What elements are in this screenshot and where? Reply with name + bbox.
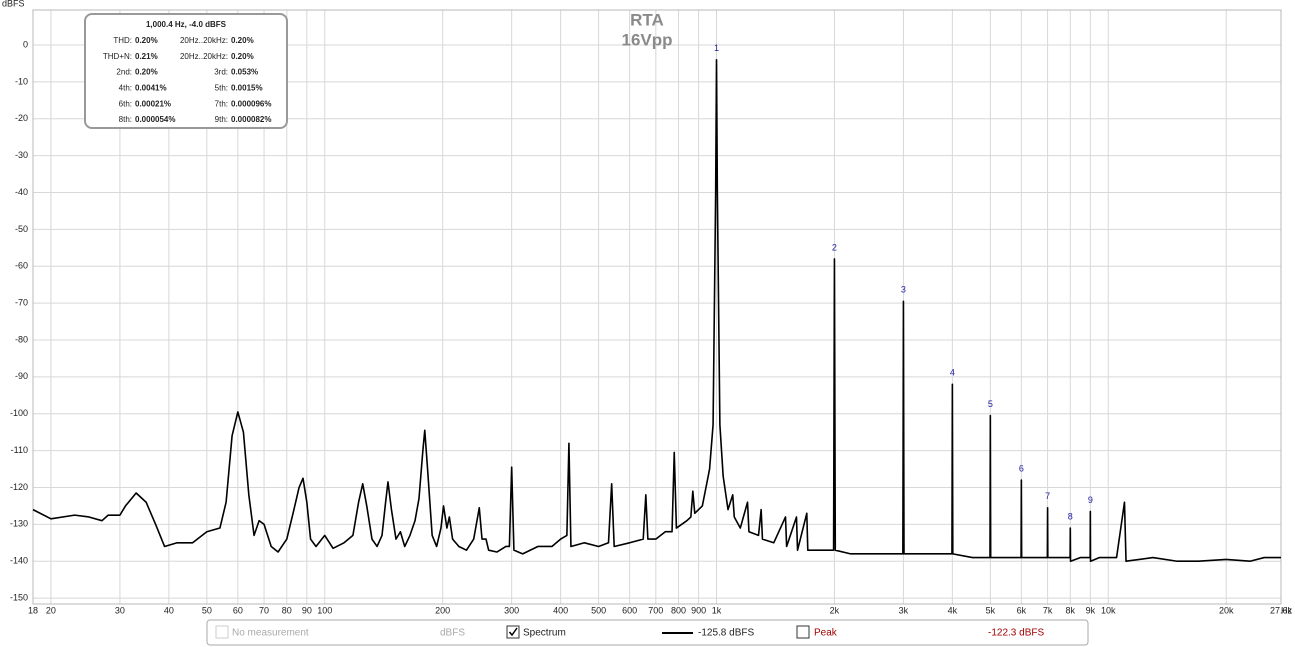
legend-box: [206, 619, 1089, 646]
y-tick-label: -90: [15, 371, 28, 381]
summary-label: 7th:: [215, 99, 228, 108]
summary-value: 0.21%: [135, 52, 158, 61]
spectrum-checkbox[interactable]: [506, 625, 520, 639]
spectrum-line: [32, 58, 1281, 563]
x-tick-label: 1k: [712, 605, 722, 615]
y-tick-label: -80: [15, 334, 28, 344]
x-tick-label: 70: [259, 605, 269, 615]
y-tick-label: -10: [15, 76, 28, 86]
y-tick-label: -110: [11, 445, 28, 455]
x-tick-label: 7k: [1043, 605, 1053, 615]
x-tick-label: 5k: [986, 605, 996, 615]
x-tick-label: 100: [317, 605, 332, 615]
y-tick-label: -50: [15, 224, 28, 234]
summary-title: 1,000.4 Hz, -4.0 dBFS: [146, 20, 227, 29]
legend-spectrum-value: -125.8 dBFS: [698, 628, 754, 639]
x-tick-label: 30: [115, 605, 125, 615]
harmonic-label: 1: [714, 43, 719, 53]
y-tick-label: -40: [15, 187, 28, 197]
harmonic-label: 4: [950, 368, 955, 378]
legend-unit: dBFS: [440, 628, 465, 639]
summary-label: 5th:: [215, 84, 228, 93]
summary-label: 9th:: [215, 115, 228, 124]
x-tick-label: 700: [648, 605, 663, 615]
x-tick-label: 8k: [1066, 605, 1076, 615]
y-axis-label: dBFS: [2, 0, 25, 8]
x-tick-label: 600: [622, 605, 637, 615]
x-tick-label: 2k: [830, 605, 840, 615]
x-tick-label: 27.6k: [1270, 605, 1293, 615]
legend-peak-value: -122.3 dBFS: [988, 628, 1044, 639]
summary-value: 0.20%: [231, 52, 254, 61]
x-axis-label: Hz: [1281, 605, 1292, 615]
harmonic-label: 8: [1068, 511, 1073, 521]
x-tick-label: 40: [164, 605, 174, 615]
y-tick-label: 0: [23, 39, 28, 49]
summary-label: THD:: [113, 36, 132, 45]
summary-label: 2nd:: [116, 68, 132, 77]
legend-spectrum: Spectrum: [523, 628, 566, 639]
summary-label: 6th:: [119, 99, 132, 108]
legend-no-measurement: No measurement: [232, 628, 309, 639]
summary-label: THD+N:: [103, 52, 132, 61]
summary-box: [84, 13, 288, 129]
summary-value: 0.00021%: [135, 99, 171, 108]
summary-label: 3rd:: [214, 68, 228, 77]
harmonic-label: 5: [988, 399, 993, 409]
summary-value: 0.20%: [135, 68, 158, 77]
summary-value: 0.20%: [135, 36, 158, 45]
y-tick-label: -150: [10, 592, 28, 602]
legend-peak: Peak: [814, 628, 838, 639]
y-tick-label: -70: [15, 298, 28, 308]
x-tick-label: 9k: [1086, 605, 1096, 615]
x-tick-label: 500: [591, 605, 606, 615]
y-tick-label: -120: [10, 482, 28, 492]
harmonic-label: 6: [1019, 463, 1024, 473]
harmonic-label: 9: [1088, 495, 1093, 505]
summary-value: 0.053%: [231, 68, 258, 77]
summary-value: 0.0015%: [231, 84, 263, 93]
summary-label: 20Hz..20kHz:: [180, 52, 228, 61]
summary-value: 0.20%: [231, 36, 254, 45]
summary-value: 0.000054%: [135, 115, 175, 124]
x-tick-label: 60: [233, 605, 243, 615]
summary-value: 0.000096%: [231, 99, 271, 108]
summary-label: 20Hz..20kHz:: [180, 36, 228, 45]
x-tick-label: 900: [691, 605, 706, 615]
plot-frame: [32, 9, 1282, 605]
y-tick-label: -20: [15, 113, 28, 123]
x-tick-label: 6k: [1017, 605, 1027, 615]
x-tick-label: 80: [282, 605, 292, 615]
y-tick-label: -30: [15, 150, 28, 160]
harmonic-label: 3: [901, 285, 906, 295]
x-tick-label: 400: [553, 605, 568, 615]
y-tick-label: -100: [10, 408, 28, 418]
summary-value: 0.0041%: [135, 84, 167, 93]
checkbox-disabled: [215, 625, 229, 639]
chart-title: RTA: [630, 10, 664, 29]
checkmark: [508, 627, 518, 637]
y-tick-label: -140: [10, 556, 28, 566]
harmonic-label: 2: [832, 242, 837, 252]
x-tick-label: 18: [28, 605, 38, 615]
x-tick-label: 20: [46, 605, 56, 615]
y-tick-label: -60: [15, 261, 28, 271]
summary-value: 0.000082%: [231, 115, 271, 124]
x-tick-label: 3k: [899, 605, 909, 615]
peak-checkbox[interactable]: [796, 625, 810, 639]
x-tick-label: 90: [302, 605, 312, 615]
x-tick-label: 200: [435, 605, 450, 615]
x-tick-label: 50: [202, 605, 212, 615]
chart-subtitle: 16Vpp: [621, 30, 672, 49]
summary-label: 4th:: [119, 84, 132, 93]
x-tick-label: 10k: [1101, 605, 1116, 615]
summary-label: 8th:: [119, 115, 132, 124]
x-tick-label: 4k: [948, 605, 958, 615]
harmonic-label: 7: [1045, 491, 1050, 501]
x-tick-label: 20k: [1219, 605, 1234, 615]
x-tick-label: 800: [671, 605, 686, 615]
y-tick-label: -130: [10, 519, 28, 529]
x-tick-label: 300: [504, 605, 519, 615]
